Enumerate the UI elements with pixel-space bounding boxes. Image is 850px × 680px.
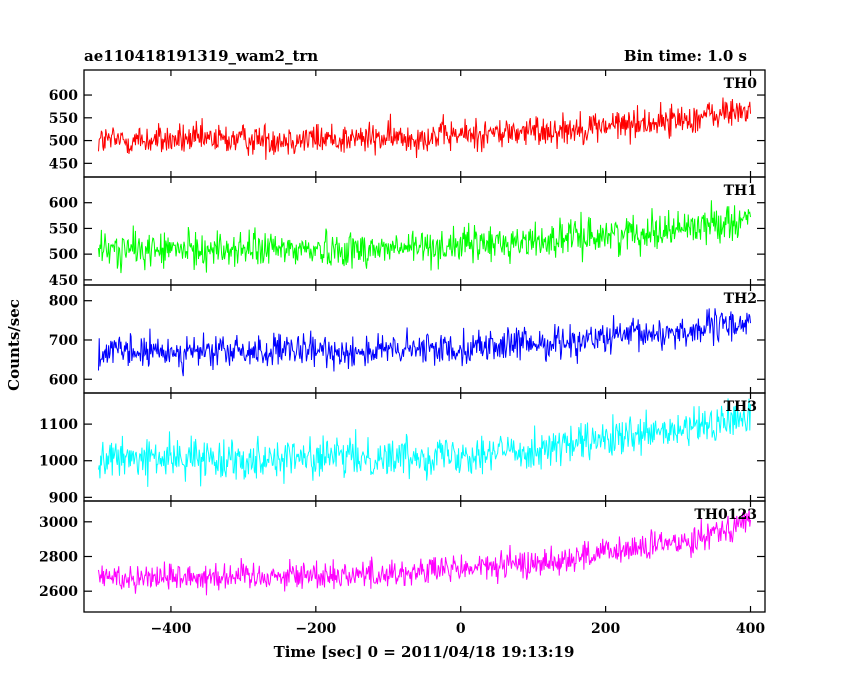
panel-label-th3: TH3 [724, 399, 757, 415]
y-tick-label-th2: 800 [49, 294, 78, 310]
y-tick-label-th1: 500 [49, 247, 78, 263]
panel-frame-th0123 [83, 500, 766, 613]
y-tick-label-th2: 700 [49, 333, 78, 349]
panel-frame-th1 [83, 176, 766, 286]
x-tick-label: −200 [295, 621, 336, 637]
y-tick-label-th0123: 2600 [39, 584, 78, 600]
x-tick-label: 200 [591, 621, 620, 637]
y-tick-label-th3: 1100 [39, 417, 78, 433]
y-axis-label: Counts/sec [5, 299, 23, 391]
panel-label-th1: TH1 [724, 183, 757, 199]
panel-label-th2: TH2 [724, 291, 757, 307]
series-line-th0 [97, 97, 752, 160]
y-tick-label-th0: 450 [49, 156, 78, 172]
y-tick-label-th3: 900 [49, 490, 78, 506]
panel-label-th0: TH0 [724, 76, 758, 92]
panels-group: 450 500 550 600 TH0 450 500 550 600 TH1 600 700 800 T… [39, 69, 766, 637]
series-line-th3 [97, 398, 752, 487]
y-tick-label-th0123: 2800 [39, 550, 78, 566]
x-tick-label: 0 [456, 621, 466, 637]
y-tick-label-th1: 600 [49, 196, 78, 212]
x-axis-label: Time [sec] 0 = 2011/04/18 19:13:19 [274, 643, 575, 661]
y-tick-label-th2: 600 [49, 372, 78, 388]
panel-frame-th3 [83, 392, 766, 502]
series-line-th1 [97, 200, 752, 274]
y-tick-label-th0: 500 [49, 134, 78, 150]
series-line-th2 [97, 308, 752, 377]
y-tick-label-th0123: 3000 [39, 515, 78, 531]
bin-time-label: Bin time: 1.0 s [624, 47, 747, 65]
y-tick-label-th0: 550 [49, 111, 78, 127]
chart-title: ae110418191319_wam2_trn [84, 47, 318, 65]
x-tick-label: 400 [736, 621, 765, 637]
y-tick-label-th1: 450 [49, 273, 78, 289]
y-tick-label-th1: 550 [49, 221, 78, 237]
series-line-th0123 [97, 508, 752, 596]
y-tick-label-th3: 1000 [39, 454, 78, 470]
panel-label-th0123: TH0123 [694, 507, 757, 523]
x-tick-label: −400 [150, 621, 191, 637]
y-tick-label-th0: 600 [49, 88, 78, 104]
